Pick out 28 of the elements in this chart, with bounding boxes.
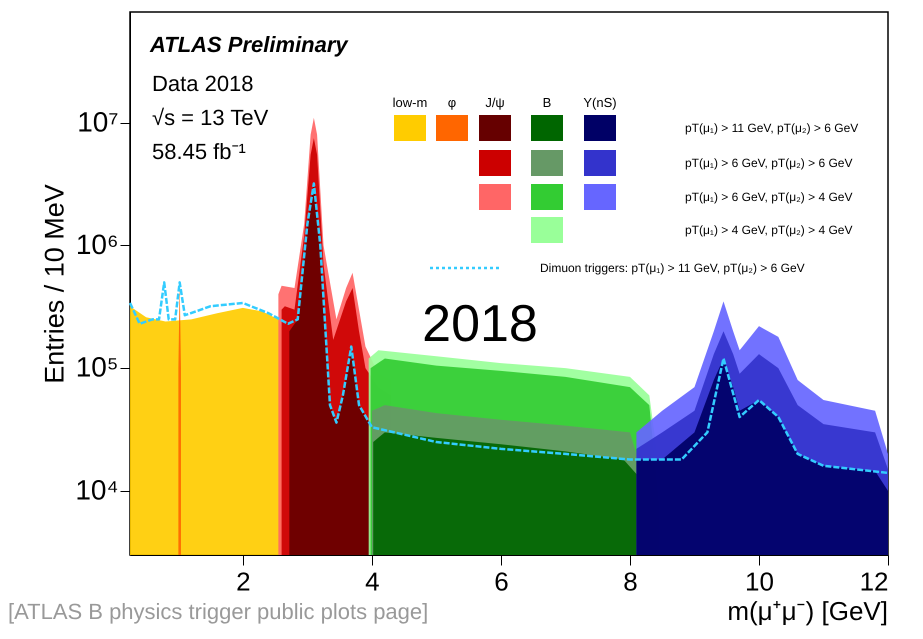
- x-tick-label: 12: [860, 566, 888, 596]
- annotation: 2018: [422, 295, 538, 353]
- annotation: pT(μ₁) > 6 GeV, pT(μ₂) > 4 GeV: [685, 190, 852, 204]
- x-tick-label: 2: [236, 566, 251, 596]
- x-tick-label: 4: [365, 566, 380, 596]
- annotation: φ: [448, 95, 456, 110]
- annotation: ATLAS Preliminary: [149, 32, 350, 57]
- x-tick-label: 10: [745, 566, 774, 596]
- annotation: B: [542, 95, 552, 110]
- y-tick-label: 10⁵: [76, 352, 118, 383]
- y-tick-label: 10⁴: [75, 474, 118, 506]
- text: Dimuon triggers: pT(μ₁) > 11 GeV, pT(μ₂) > 6 GeV: [540, 261, 805, 275]
- text: [ATLAS B physics trigger public plots page]: [8, 599, 428, 624]
- annotation: J/ψ: [485, 95, 505, 110]
- x-tick-label: 6: [494, 566, 509, 596]
- annotation: pT(μ₁) > 11 GeV, pT(μ₂) > 6 GeV: [685, 121, 858, 135]
- annotation: pT(μ₁) > 4 GeV, pT(μ₂) > 4 GeV: [685, 223, 852, 237]
- annotation: 58.45 fb⁻¹: [152, 139, 246, 164]
- annotation: pT(μ₁) > 6 GeV, pT(μ₂) > 6 GeV: [685, 156, 852, 170]
- annotation: low-m: [392, 95, 428, 110]
- y-axis-title: Entries / 10 MeV: [39, 184, 70, 384]
- y-tick-label: 10⁶: [76, 228, 118, 260]
- annotation: Data 2018: [152, 71, 254, 96]
- y-tick-label: 10⁷: [77, 106, 118, 138]
- x-tick-label: 8: [623, 566, 638, 596]
- annotation: Υ(nS): [583, 95, 617, 110]
- annotation: √s = 13 TeV: [152, 105, 269, 130]
- x-axis-title: m(μ⁺μ⁻) [GeV]: [727, 596, 888, 626]
